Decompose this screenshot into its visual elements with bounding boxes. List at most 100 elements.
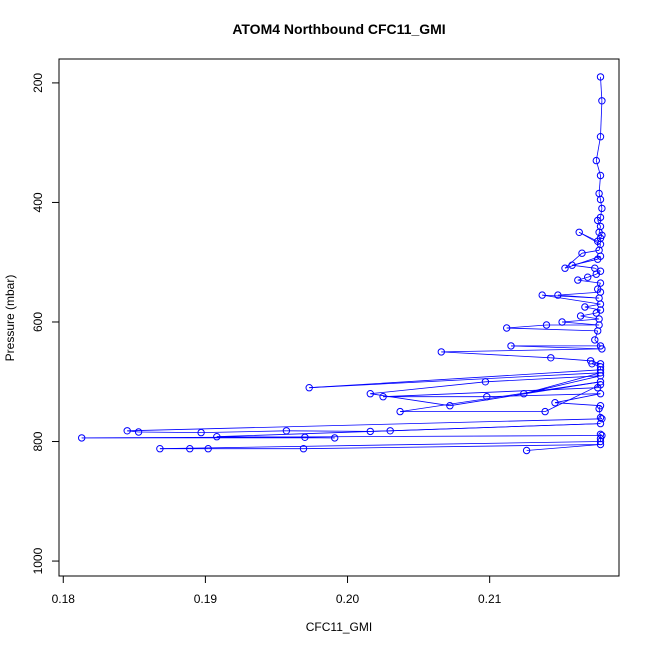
series-line-segment xyxy=(594,330,599,341)
data-point xyxy=(299,445,308,453)
data-point xyxy=(386,427,394,435)
series-line-segment xyxy=(138,431,202,433)
data-point xyxy=(594,255,602,263)
data-point xyxy=(568,261,576,269)
data-point xyxy=(592,156,600,165)
data-point xyxy=(520,390,528,398)
data-point xyxy=(503,324,511,332)
x-tick-label: 0.21 xyxy=(478,592,502,606)
series-line-segment xyxy=(554,393,601,404)
series-line-segment xyxy=(510,345,602,350)
data-point xyxy=(186,445,194,453)
series-line-segment xyxy=(370,393,450,407)
data-point xyxy=(379,393,387,401)
series-line-segment xyxy=(216,423,601,438)
series-line-segment xyxy=(595,160,601,176)
data-point xyxy=(584,273,592,281)
series-line-segment xyxy=(81,435,602,439)
y-tick-label: 600 xyxy=(31,312,45,332)
series-line-segment xyxy=(526,444,601,451)
series-line-segment xyxy=(600,199,603,209)
data-point xyxy=(596,195,605,204)
data-point xyxy=(574,276,582,284)
data-point xyxy=(596,73,605,81)
y-tick-label: 800 xyxy=(31,431,45,451)
series-line-segment xyxy=(600,76,603,101)
data-point xyxy=(596,378,605,386)
series-line-segment xyxy=(590,360,601,365)
data-point xyxy=(366,390,374,398)
series-line-segment xyxy=(600,208,603,218)
data-point xyxy=(594,327,602,335)
data-point xyxy=(156,445,164,453)
series-line-segment xyxy=(506,327,598,332)
x-tick-label: 0.19 xyxy=(194,592,218,606)
data-point xyxy=(507,342,515,350)
series-line-segment xyxy=(550,357,591,362)
series-line-segment xyxy=(594,339,601,347)
series-line-segment xyxy=(554,402,601,407)
series-line-segment xyxy=(441,348,602,353)
series-line-segment xyxy=(598,405,601,409)
data-point xyxy=(554,291,562,299)
data-point xyxy=(592,309,600,317)
data-point xyxy=(437,348,445,356)
chart-title: ATOM4 Northbound CFC11_GMI xyxy=(232,21,445,37)
series-line-segment xyxy=(600,100,603,137)
series-line-segment xyxy=(485,375,601,383)
data-point xyxy=(483,393,491,401)
x-axis-label: CFC11_GMI xyxy=(306,620,372,634)
series-line-segment xyxy=(577,276,588,281)
series-line-segment xyxy=(587,273,597,278)
data-point xyxy=(538,291,546,299)
series-line-segment xyxy=(572,258,598,266)
data-point xyxy=(301,433,309,441)
data-point xyxy=(596,430,605,438)
data-point xyxy=(596,390,605,398)
data-point xyxy=(591,336,599,344)
series-line-segment xyxy=(286,430,371,432)
data-point xyxy=(522,446,531,455)
data-point xyxy=(541,407,549,416)
data-point xyxy=(598,204,606,213)
data-point xyxy=(134,428,143,436)
data-point xyxy=(581,303,589,311)
data-point xyxy=(594,384,602,392)
series-line-segment xyxy=(127,430,139,433)
data-point xyxy=(551,399,559,407)
series-line-segment xyxy=(557,291,601,296)
series-line-segment xyxy=(577,279,601,284)
series-line-segment xyxy=(303,444,601,450)
y-axis-label: Pressure (mbar) xyxy=(3,275,17,362)
series-line-segment xyxy=(201,430,287,433)
data-point xyxy=(282,427,291,435)
data-point xyxy=(596,437,605,446)
data-point xyxy=(598,345,606,353)
data-point xyxy=(213,433,221,441)
data-point xyxy=(446,402,454,410)
series-line-segment xyxy=(383,387,598,398)
data-point xyxy=(598,415,606,423)
x-axis: 0.18 0.19 0.20 0.21 xyxy=(52,575,502,606)
data-point xyxy=(596,419,605,428)
series-line-segment xyxy=(544,384,601,412)
series-line-segment xyxy=(309,369,601,389)
series-line-segment xyxy=(523,375,601,395)
series-line-segment xyxy=(564,252,583,269)
series-line-segment xyxy=(595,136,601,161)
series-line-segment xyxy=(506,324,547,329)
data-point xyxy=(576,312,585,320)
series-points xyxy=(78,73,606,455)
data-point xyxy=(596,133,605,141)
data-point xyxy=(598,97,606,105)
series-line-segment xyxy=(127,418,602,432)
data-point xyxy=(588,360,596,368)
data-point xyxy=(547,354,555,362)
data-point xyxy=(305,384,313,392)
data-point xyxy=(481,378,490,386)
series-line-segment xyxy=(596,309,601,314)
data-point xyxy=(594,216,602,225)
data-point xyxy=(542,321,551,329)
data-point xyxy=(561,264,569,272)
